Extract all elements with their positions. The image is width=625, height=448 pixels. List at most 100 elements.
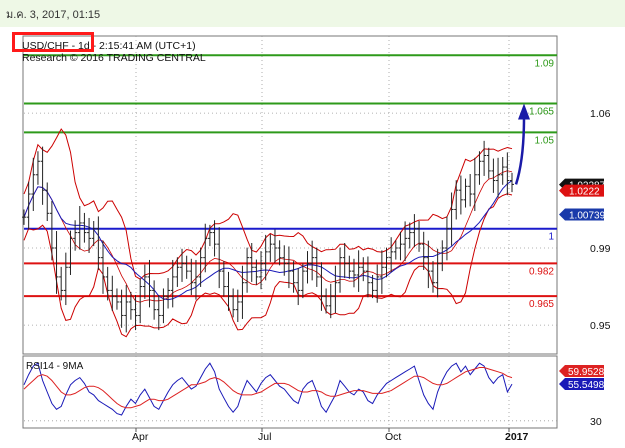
price-bar-75	[370, 274, 375, 299]
price-bar-55	[277, 240, 282, 266]
level-label-5: 0.965	[529, 299, 554, 310]
price-bar-69	[342, 242, 347, 279]
price-bar-64	[319, 262, 324, 311]
price-bar-73	[361, 257, 366, 282]
price-bar-60	[300, 263, 305, 299]
price-bar-77	[379, 250, 384, 294]
price-bar-6	[49, 200, 54, 261]
rsi-tag-bg-1	[559, 365, 604, 377]
price-bar-105	[510, 172, 514, 193]
price-bar-47	[240, 265, 245, 319]
price-bar-27	[147, 259, 152, 308]
price-bar-56	[282, 245, 287, 276]
price-levels: 1.09 1.065 1.05 1 0.982 0.965	[24, 54, 557, 310]
price-bar-95	[463, 178, 468, 208]
price-bar-46	[235, 289, 240, 323]
bollinger-middle	[23, 170, 513, 303]
price-bar-78	[384, 247, 389, 278]
price-bar-89	[435, 248, 440, 298]
price-bar-83	[407, 222, 412, 249]
x-tick-3: 2017	[505, 431, 529, 443]
price-bar-58	[291, 261, 296, 293]
level-label-0: 1.09	[535, 58, 555, 69]
price-bar-30	[161, 288, 166, 324]
x-axis: Apr Jul Oct 2017	[132, 428, 529, 443]
price-tag-bg-2	[559, 208, 604, 221]
price-bar-13	[82, 212, 87, 243]
price-bar-49	[249, 242, 254, 282]
price-bar-66	[328, 283, 333, 319]
price-bar-48	[245, 247, 250, 293]
price-bar-82	[403, 221, 408, 262]
price-bar-50	[254, 259, 259, 285]
bollinger-upper	[23, 128, 513, 280]
price-bar-52	[263, 234, 268, 281]
price-grid	[24, 36, 557, 354]
price-bar-79	[389, 237, 394, 273]
price-bar-18	[105, 266, 110, 301]
top-bar: ม.ค. 3, 2017, 01:15	[0, 0, 625, 27]
rsi-tag-label-0: 55.5498	[568, 380, 605, 391]
price-bar-33	[175, 257, 180, 287]
x-tick-1: Jul	[258, 431, 271, 443]
level-label-2: 1.05	[535, 135, 555, 146]
price-bar-32	[170, 259, 175, 308]
price-bar-51	[259, 251, 264, 290]
price-bar-31	[166, 278, 171, 309]
rsi-grid: 30	[24, 356, 602, 428]
price-tag-bg-1	[559, 184, 604, 197]
price-bar-101	[491, 158, 496, 193]
price-bar-100	[486, 147, 491, 179]
price-bar-91	[444, 216, 449, 261]
price-bar-42	[217, 227, 222, 289]
price-bar-39	[203, 223, 208, 273]
rsi-panel	[22, 355, 558, 429]
price-bar-80	[393, 240, 398, 260]
price-bar-8	[59, 266, 64, 301]
price-bar-35	[184, 255, 189, 279]
price-bar-65	[324, 288, 329, 314]
price-bar-74	[365, 256, 370, 298]
price-bar-86	[421, 231, 426, 270]
price-bar-98	[477, 151, 482, 185]
price-bar-94	[458, 175, 463, 215]
price-bar-97	[472, 157, 477, 211]
price-bar-12	[77, 205, 82, 250]
price-bar-36	[189, 258, 194, 296]
x-tick-2: Oct	[385, 431, 401, 443]
timestamp: ม.ค. 3, 2017, 01:15	[6, 9, 101, 21]
price-bar-68	[338, 247, 343, 293]
chart-subtitle: Research © 2016 TRADING CENTRAL	[22, 52, 206, 64]
price-bar-22	[124, 285, 129, 333]
price-tag-label-1: 1.0222	[569, 187, 600, 198]
price-bar-96	[468, 173, 473, 207]
price-tag-1: 1.0222	[559, 184, 604, 198]
price-bar-23	[128, 291, 133, 320]
price-bar-44	[226, 271, 231, 311]
rsi-tags: 55.5498 59.9528	[559, 365, 605, 391]
arrow-shaft	[514, 117, 526, 185]
rsi-y-tick-0: 30	[590, 416, 602, 428]
price-y-tick-2: 0.95	[590, 320, 611, 332]
price-bar-70	[347, 255, 352, 279]
price-bar-72	[356, 250, 361, 292]
price-tag-label-2: 1.00739	[569, 210, 606, 221]
price-y-tick-0: 1.06	[590, 108, 611, 120]
price-bar-1	[26, 181, 31, 230]
price-bar-14	[87, 217, 92, 254]
price-bar-15	[91, 221, 96, 247]
price-bar-54	[272, 229, 277, 263]
price-bar-84	[412, 214, 417, 248]
price-bar-0	[22, 209, 26, 225]
bollinger-lower	[23, 193, 513, 338]
price-bar-29	[156, 295, 161, 331]
price-bar-90	[440, 240, 445, 272]
moving-average	[23, 180, 513, 301]
price-bar-3	[35, 151, 40, 185]
price-bar-87	[426, 240, 431, 289]
price-bar-25	[138, 278, 143, 324]
price-bar-40	[207, 224, 212, 247]
price-bar-11	[73, 220, 78, 251]
price-bar-103	[500, 157, 505, 185]
arrow-head	[518, 103, 530, 120]
